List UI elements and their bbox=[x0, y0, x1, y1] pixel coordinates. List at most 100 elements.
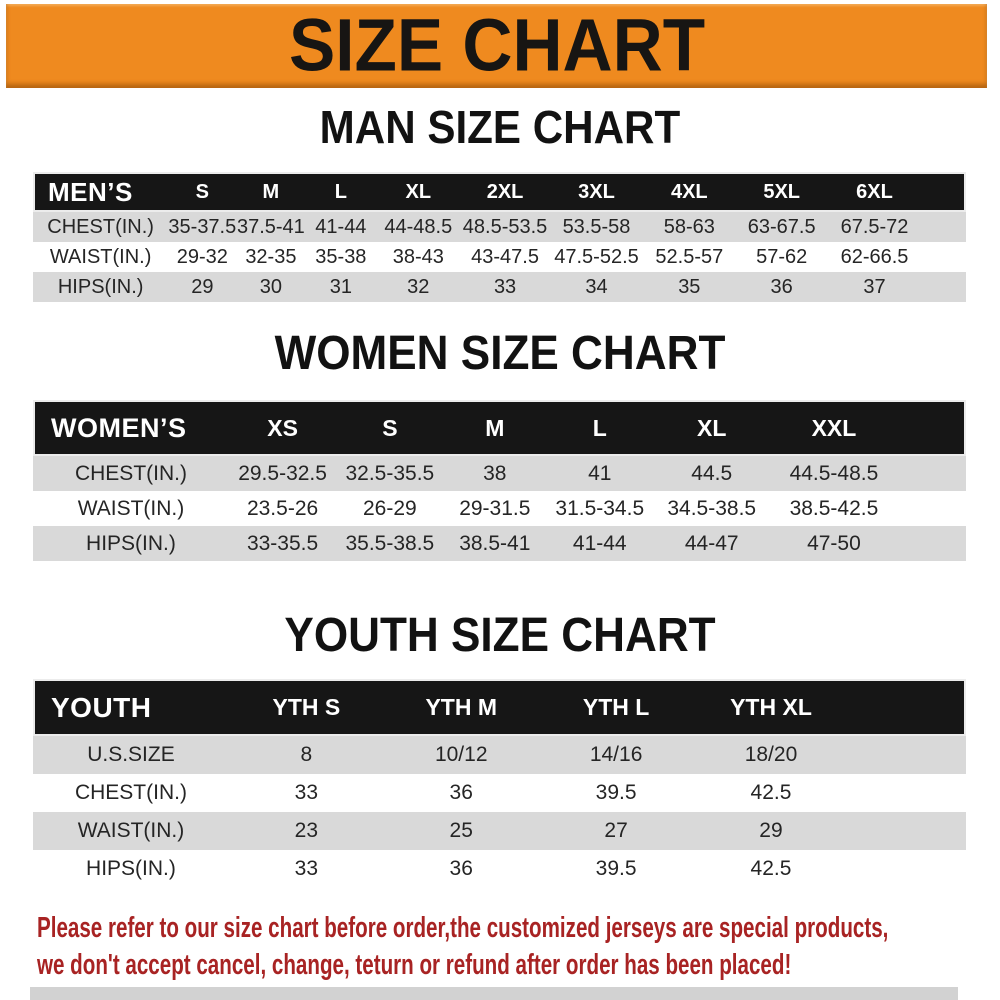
size-value: 36 bbox=[449, 781, 473, 804]
size-value: 27 bbox=[604, 819, 628, 842]
column-header: YTH S bbox=[228, 679, 384, 736]
youth-size-table: YOUTH YTH S YTH M YTH L YTH XL U.S.SIZE … bbox=[33, 679, 966, 888]
table-row: U.S.SIZE 8 10/12 14/16 18/20 bbox=[33, 736, 966, 774]
bottom-edge-strip bbox=[30, 987, 958, 1000]
size-value: 44-47 bbox=[684, 531, 739, 555]
size-value: 37.5-41 bbox=[236, 215, 305, 238]
size-value: 33-35.5 bbox=[246, 531, 319, 555]
size-value: 62-66.5 bbox=[840, 245, 909, 268]
size-value: 33 bbox=[294, 781, 319, 804]
size-value: 38.5-41 bbox=[459, 531, 531, 555]
spacer-cell bbox=[898, 526, 966, 561]
size-value: 44.5-48.5 bbox=[789, 461, 879, 485]
column-header: 5XL bbox=[735, 172, 828, 212]
footer-disclaimer: Please refer to our size chart before or… bbox=[37, 910, 997, 984]
spacer-cell bbox=[848, 850, 966, 888]
spacer-cell bbox=[848, 774, 966, 812]
spacer-cell bbox=[921, 272, 966, 302]
women-size-chart-heading-text: WOMEN SIZE CHART bbox=[274, 324, 726, 380]
row-label: CHEST(IN.) bbox=[74, 781, 187, 804]
size-value: 47.5-52.5 bbox=[554, 245, 639, 268]
row-label: WAIST(IN.) bbox=[77, 819, 185, 842]
size-value: 32.5-35.5 bbox=[345, 461, 435, 485]
size-value: 29 bbox=[759, 819, 783, 842]
row-label: HIPS(IN.) bbox=[57, 275, 144, 298]
size-value: 34.5-38.5 bbox=[667, 496, 757, 520]
size-value: 26-29 bbox=[363, 496, 417, 520]
column-header: 6XL bbox=[827, 172, 922, 212]
size-value: 38 bbox=[483, 461, 507, 485]
mens-header-row: MEN’S S M L XL 2XL 3XL 4XL 5XL 6XL bbox=[33, 172, 966, 212]
column-header: XL bbox=[653, 400, 771, 456]
spacer-cell bbox=[848, 736, 966, 774]
row-label: CHEST(IN.) bbox=[74, 461, 187, 485]
size-value: 35-37.5 bbox=[168, 215, 237, 238]
table-row: HIPS(IN.) 29 30 31 32 33 34 35 36 37 bbox=[33, 272, 966, 302]
size-value: 35 bbox=[678, 275, 701, 298]
size-value: 32-35 bbox=[245, 245, 297, 268]
size-value: 63-67.5 bbox=[747, 215, 816, 238]
size-value: 31 bbox=[329, 275, 352, 298]
size-value: 18/20 bbox=[744, 743, 798, 766]
size-value: 52.5-57 bbox=[655, 245, 724, 268]
size-value: 29.5-32.5 bbox=[238, 461, 327, 485]
size-value: 36 bbox=[770, 275, 793, 298]
women-size-chart-heading: WOMEN SIZE CHART bbox=[0, 324, 1000, 380]
size-value: 29 bbox=[191, 275, 214, 298]
size-value: 32 bbox=[407, 275, 430, 298]
row-label: WAIST(IN.) bbox=[49, 245, 152, 268]
column-header: S bbox=[336, 400, 444, 456]
size-value: 48.5-53.5 bbox=[462, 215, 548, 238]
row-label: WAIST(IN.) bbox=[77, 496, 185, 520]
column-header: L bbox=[546, 400, 654, 456]
column-header: 4XL bbox=[643, 172, 736, 212]
column-header: XS bbox=[228, 400, 337, 456]
mens-header-label: MEN’S bbox=[33, 172, 169, 212]
size-value: 14/16 bbox=[589, 743, 643, 766]
size-value: 38-43 bbox=[392, 245, 444, 268]
spacer-cell bbox=[898, 456, 966, 491]
size-value: 42.5 bbox=[750, 781, 792, 804]
size-value: 33 bbox=[294, 857, 319, 880]
disclaimer-line-2: we don't accept cancel, change, teturn o… bbox=[37, 949, 792, 981]
size-value: 41 bbox=[588, 461, 612, 485]
row-label: CHEST(IN.) bbox=[47, 215, 154, 238]
size-value: 29-31.5 bbox=[459, 496, 531, 520]
spacer-cell bbox=[897, 400, 966, 456]
size-value: 43-47.5 bbox=[471, 245, 539, 268]
banner-title: SIZE CHART bbox=[288, 4, 705, 87]
size-value: 39.5 bbox=[595, 781, 637, 804]
youth-size-chart-heading-text: YOUTH SIZE CHART bbox=[284, 606, 716, 662]
table-row: WAIST(IN.) 23.5-26 26-29 29-31.5 31.5-34… bbox=[33, 491, 966, 526]
size-value: 67.5-72 bbox=[840, 215, 909, 238]
size-value: 57-62 bbox=[756, 245, 808, 268]
table-row: CHEST(IN.) 35-37.5 37.5-41 41-44 44-48.5… bbox=[33, 212, 966, 242]
spacer-cell bbox=[921, 242, 966, 272]
table-row: HIPS(IN.) 33 36 39.5 42.5 bbox=[33, 850, 966, 888]
size-value: 35.5-38.5 bbox=[345, 531, 435, 555]
column-header: L bbox=[305, 172, 377, 212]
column-header: YTH XL bbox=[693, 679, 849, 736]
size-value: 23 bbox=[294, 819, 319, 842]
spacer-cell bbox=[848, 679, 966, 736]
size-value: 25 bbox=[449, 819, 473, 842]
column-header: XL bbox=[376, 172, 461, 212]
womens-header-row: WOMEN’S XS S M L XL XXL bbox=[33, 400, 966, 456]
size-value: 37 bbox=[863, 275, 886, 298]
table-row: CHEST(IN.) 29.5-32.5 32.5-35.5 38 41 44.… bbox=[33, 456, 966, 491]
youth-size-chart-heading: YOUTH SIZE CHART bbox=[0, 606, 1000, 662]
column-header: XXL bbox=[770, 400, 898, 456]
size-value: 38.5-42.5 bbox=[789, 496, 879, 520]
size-value: 36 bbox=[449, 857, 473, 880]
column-header: S bbox=[168, 172, 237, 212]
column-header: YTH M bbox=[383, 679, 539, 736]
size-value: 33 bbox=[493, 275, 517, 298]
spacer-cell bbox=[848, 812, 966, 850]
size-value: 34 bbox=[585, 275, 608, 298]
size-value: 44-48.5 bbox=[384, 215, 453, 238]
table-row: WAIST(IN.) 29-32 32-35 35-38 38-43 43-47… bbox=[33, 242, 966, 272]
disclaimer-line-1: Please refer to our size chart before or… bbox=[37, 912, 889, 944]
man-size-chart-heading-text: MAN SIZE CHART bbox=[319, 102, 681, 154]
size-value: 41-44 bbox=[315, 215, 367, 238]
